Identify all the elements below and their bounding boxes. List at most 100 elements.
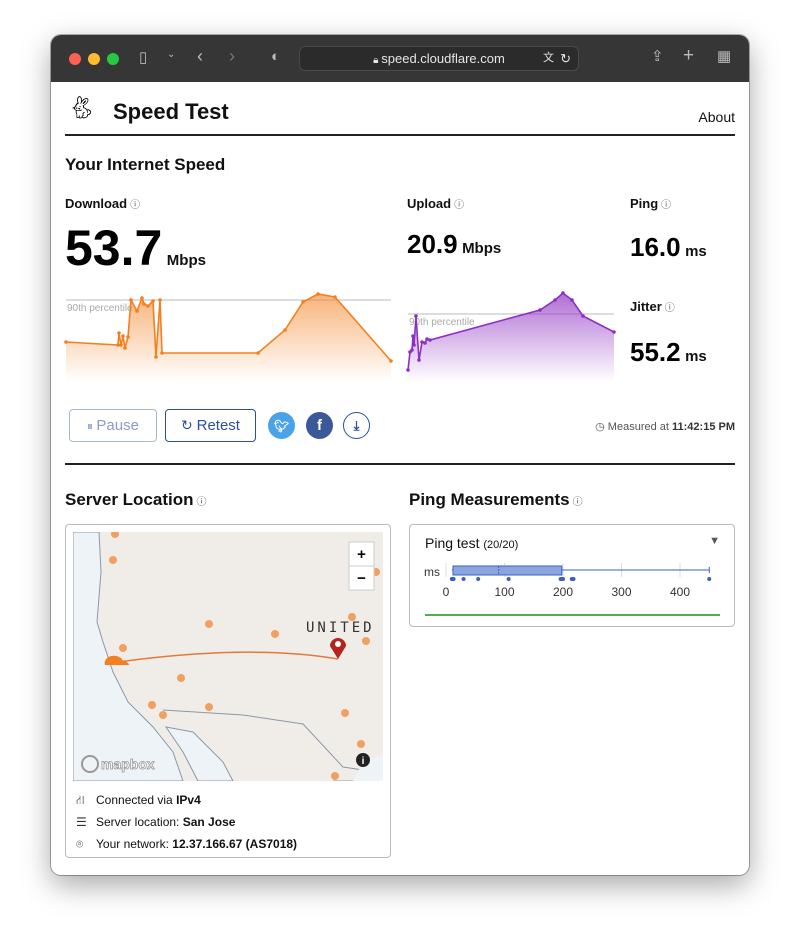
- ping-test-card: Ping test (20/20) ▼ ms 0 100 200 300 400: [409, 524, 735, 627]
- chart-point: [423, 341, 427, 345]
- translate-icon[interactable]: 文: [543, 52, 554, 64]
- upload-value: 20.9 Mbps: [407, 229, 502, 259]
- info-icon[interactable]: [356, 753, 370, 767]
- chart-point: [316, 292, 320, 296]
- pause-button[interactable]: ⏸︎ Pause: [69, 409, 157, 442]
- address-bar[interactable]: 🔒︎ speed.cloudflare.com 文 ↻: [299, 46, 579, 71]
- retest-button[interactable]: ↻ Retest: [165, 409, 256, 442]
- info-icon: ⓘ: [196, 497, 207, 508]
- ping-point: [451, 577, 456, 581]
- download-icon: ⤓: [353, 418, 360, 433]
- jitter-label: Jitter ⓘ: [630, 299, 675, 314]
- chart-point: [301, 300, 305, 304]
- sidebar-icon[interactable]: ▯: [139, 49, 148, 66]
- connection-type: ⛙ Connected via IPv4: [76, 793, 201, 807]
- chart-point: [142, 302, 146, 306]
- shield-icon[interactable]: ◐: [271, 48, 281, 65]
- chart-point: [158, 298, 162, 302]
- zoom-in-button[interactable]: +: [348, 541, 375, 567]
- section-title: Your Internet Speed: [65, 155, 226, 174]
- rabbit-logo-icon: 🐇︎: [68, 95, 96, 120]
- svg-text:i: i: [362, 756, 365, 767]
- facebook-share-button[interactable]: f: [306, 412, 333, 439]
- ping-point: [571, 577, 576, 581]
- forward-icon[interactable]: ›: [229, 46, 235, 66]
- ping-measurements-title: Ping Measurements ⓘ: [409, 490, 583, 509]
- maximize-window-button[interactable]: [107, 53, 119, 65]
- download-value: 53.7 Mbps: [65, 220, 206, 276]
- chart-point: [116, 343, 120, 347]
- url-text: speed.cloudflare.com: [381, 51, 505, 66]
- minimize-window-button[interactable]: [88, 53, 100, 65]
- ping-unit-label: ms: [424, 565, 440, 579]
- lock-icon: 🔒︎: [373, 55, 382, 66]
- chart-point: [581, 314, 585, 318]
- network-icon: ⛙: [76, 793, 85, 807]
- svg-text:−: −: [357, 570, 366, 587]
- download-percentile-label: 90th percentile: [67, 303, 133, 314]
- chart-point: [123, 346, 127, 350]
- server-icon: ☰: [76, 815, 87, 829]
- chart-point: [389, 359, 393, 363]
- chart-point: [333, 295, 337, 299]
- tab-overview-icon[interactable]: ▦: [717, 48, 732, 65]
- svg-text:+: +: [357, 546, 366, 563]
- refresh-icon: ↻: [181, 417, 197, 433]
- ping-point: [476, 577, 481, 581]
- ping-value: 16.0 ms: [630, 232, 707, 262]
- chart-area: [66, 294, 391, 382]
- map[interactable]: UNITED STATES + − mapbox i: [73, 532, 383, 781]
- cloudflare-icon: [104, 655, 129, 665]
- collapse-toggle-icon[interactable]: ▼: [709, 535, 720, 547]
- chart-point: [64, 340, 68, 344]
- chart-point: [428, 338, 432, 342]
- location-pin-icon: [330, 638, 346, 659]
- close-window-button[interactable]: [69, 53, 81, 65]
- info-icon: ⓘ: [130, 200, 141, 211]
- upload-percentile-label: 90th percentile: [409, 317, 475, 328]
- ping-point: [506, 577, 511, 581]
- new-tab-icon[interactable]: +: [683, 45, 695, 66]
- ping-point: [707, 577, 712, 581]
- map-pin-icon: ⌾: [76, 837, 84, 851]
- about-link[interactable]: About: [698, 109, 735, 125]
- measured-at: ◷ Measured at 11:42:15 PM: [595, 421, 735, 433]
- info-icon: ⓘ: [572, 497, 583, 508]
- chart-point: [154, 355, 158, 359]
- site-title: Speed Test: [113, 99, 229, 124]
- ping-point: [461, 577, 466, 581]
- chart-point: [410, 348, 414, 352]
- zoom-out-button[interactable]: −: [348, 565, 375, 591]
- reload-icon[interactable]: ↻: [560, 51, 571, 66]
- chevron-down-icon[interactable]: ⌄: [167, 49, 176, 60]
- download-chart: [64, 292, 393, 382]
- browser-toolbar: ▯ ⌄ ‹ › ◐ 🔒︎ speed.cloudflare.com 文 ↻ ⇪ …: [51, 35, 749, 82]
- divider: [65, 134, 735, 136]
- twitter-share-button[interactable]: 🐦︎: [268, 412, 295, 439]
- upload-chart: [406, 291, 616, 382]
- share-icon[interactable]: ⇪: [651, 48, 664, 65]
- download-results-button[interactable]: ⤓: [343, 412, 370, 439]
- chart-area: [408, 293, 614, 382]
- chart-point: [121, 334, 125, 338]
- chart-point: [414, 314, 418, 318]
- jitter-value: 55.2 ms: [630, 337, 707, 367]
- chart-point: [140, 296, 144, 300]
- speed-charts: 90th percentile 90th percentile: [64, 291, 616, 382]
- chart-point: [119, 343, 123, 347]
- chart-line: [65, 293, 392, 362]
- chart-point: [417, 358, 421, 362]
- chart-point: [538, 308, 542, 312]
- upload-label: Upload ⓘ: [407, 196, 465, 211]
- your-network: ⌾ Your network: 12.37.166.67 (AS7018): [76, 837, 298, 851]
- map-country-label: UNITED STATES: [306, 620, 383, 636]
- iqr-box: [452, 565, 563, 576]
- chart-point: [129, 298, 133, 302]
- chart-point: [412, 343, 416, 347]
- back-icon[interactable]: ‹: [197, 46, 203, 66]
- ping-test-label[interactable]: Ping test (20/20): [425, 535, 519, 551]
- browser-window: ▯ ⌄ ‹ › ◐ 🔒︎ speed.cloudflare.com 文 ↻ ⇪ …: [51, 35, 749, 875]
- info-icon: ⓘ: [454, 200, 465, 211]
- chart-point: [420, 340, 424, 344]
- server-location-card: UNITED STATES + − mapbox i ⛙Connected vi…: [65, 524, 391, 858]
